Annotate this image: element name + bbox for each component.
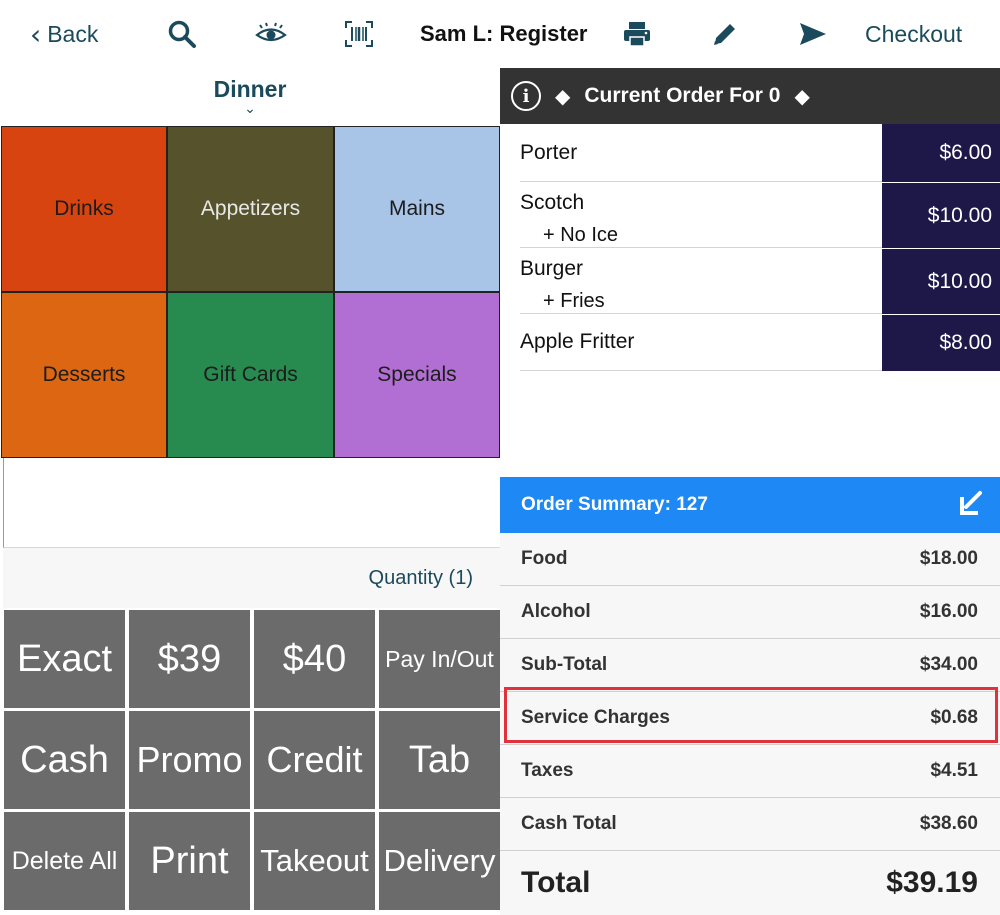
divider [520,313,882,314]
quantity-button[interactable]: Quantity (1) [3,548,500,608]
amount-39-button[interactable]: $39 [129,610,250,708]
summary-row-taxes: Taxes $4.51 [500,745,1000,798]
summary-row-subtotal: Sub-Total $34.00 [500,639,1000,692]
order-item-porter[interactable]: Porter $6.00 [500,124,1000,182]
amount-40-button[interactable]: $40 [254,610,375,708]
barcode-icon[interactable] [344,0,374,68]
order-item-list: Porter $6.00 Scotch + No Ice $10.00 Burg… [500,124,1000,477]
checkout-button[interactable]: Checkout [865,20,963,47]
empty-item-area [3,458,500,548]
credit-button[interactable]: Credit [254,711,375,809]
order-item-modifier: + Fries [543,290,605,312]
category-gift-cards[interactable]: Gift Cards [167,292,334,458]
highlight-box [504,687,998,743]
info-icon[interactable]: i [511,81,541,111]
chevron-left-icon: ‹ [30,17,42,51]
order-item-price[interactable]: $8.00 [882,315,1000,371]
summary-row-food: Food $18.00 [500,533,1000,586]
order-item-name: Porter [520,141,578,164]
summary-row-alcohol: Alcohol $16.00 [500,586,1000,639]
pay-in-out-button[interactable]: Pay In/Out [379,610,500,708]
summary-row-total: Total $39.19 [521,866,978,899]
order-item-price[interactable]: $6.00 [882,124,1000,182]
divider [520,247,882,248]
current-order-header[interactable]: i ◆ Current Order For 0 ◆ [500,68,1000,124]
diamond-icon: ◆ [555,84,571,108]
category-appetizers[interactable]: Appetizers [167,126,334,292]
category-specials[interactable]: Specials [334,292,500,458]
search-icon[interactable] [167,0,197,68]
eye-icon[interactable] [255,0,287,68]
current-order-title: Current Order For 0 [584,84,781,107]
diamond-icon: ◆ [794,84,810,108]
order-item-burger[interactable]: Burger + Fries $10.00 [500,248,1000,314]
order-summary-title: Order Summary: 127 [521,494,708,515]
category-drinks[interactable]: Drinks [1,126,167,292]
printer-icon[interactable] [622,0,652,68]
summary-row-service-charges[interactable]: Service Charges $0.68 [500,692,1000,745]
pencil-icon[interactable] [711,0,739,68]
category-mains[interactable]: Mains [334,126,500,292]
takeout-button[interactable]: Takeout [254,812,375,910]
order-summary: Food $18.00 Alcohol $16.00 Sub-Total $34.00… [500,533,1000,915]
print-button[interactable]: Print [129,812,250,910]
action-button-grid: Exact $39 $40 Pay In/Out Cash Promo Cred… [3,608,500,915]
order-summary-header[interactable]: Order Summary: 127 [500,477,1000,533]
order-item-name: Apple Fritter [520,330,635,353]
exact-button[interactable]: Exact [4,610,125,708]
divider [520,370,882,371]
menu-selector[interactable]: Dinner ⌄ [0,68,500,125]
quantity-label: Quantity (1) [368,566,473,589]
order-item-scotch[interactable]: Scotch + No Ice $10.00 [500,182,1000,248]
order-item-price[interactable]: $10.00 [882,183,1000,248]
divider [520,181,882,182]
delivery-button[interactable]: Delivery [379,812,500,910]
category-desserts[interactable]: Desserts [1,292,167,458]
summary-row-cash-total: Cash Total $38.60 [500,798,1000,851]
category-grid: Drinks Appetizers Mains Desserts Gift Ca… [0,125,500,458]
order-item-apple-fritter[interactable]: Apple Fritter $8.00 [500,314,1000,371]
menu-selected-label: Dinner [213,76,287,102]
page-title: Sam L: Register [420,21,588,46]
back-button[interactable]: ‹ Back [30,0,98,68]
back-label: Back [47,20,99,47]
order-item-price[interactable]: $10.00 [882,249,1000,314]
order-item-name: Burger [520,257,584,280]
order-item-modifier: + No Ice [543,224,619,246]
cash-button[interactable]: Cash [4,711,125,809]
tab-button[interactable]: Tab [379,711,500,809]
top-bar: ‹ Back Sam L: Register Checkout [0,0,1000,68]
order-item-name: Scotch [520,191,585,214]
promo-button[interactable]: Promo [129,711,250,809]
delete-all-button[interactable]: Delete All [4,812,125,910]
collapse-arrow-icon[interactable] [958,489,986,523]
chevron-down-icon: ⌄ [244,100,256,116]
send-icon[interactable] [798,0,828,68]
